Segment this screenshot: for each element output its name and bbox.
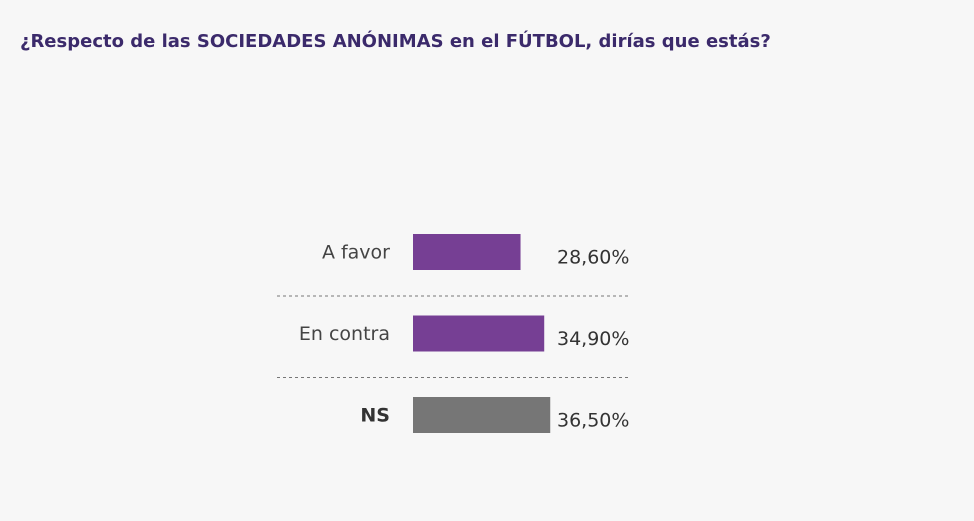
value-label: 36,50%: [557, 410, 629, 432]
category-label: A favor: [322, 242, 390, 264]
category-label: En contra: [299, 323, 390, 345]
bar: [413, 397, 551, 433]
value-label: 34,90%: [557, 328, 629, 350]
value-label: 28,60%: [557, 247, 629, 269]
bar: [413, 234, 521, 270]
chart-title: ¿Respecto de las SOCIEDADES ANÓNIMAS en …: [20, 30, 771, 52]
bar: [413, 315, 545, 352]
category-label: NS: [360, 405, 390, 427]
